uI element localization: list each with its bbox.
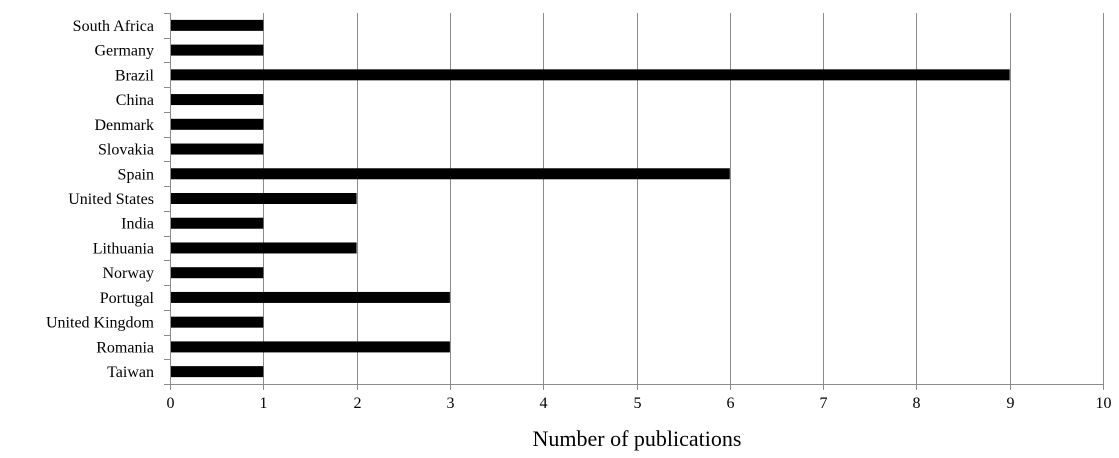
category-label-brazil: Brazil [115, 67, 155, 84]
bar-portugal [170, 291, 450, 303]
category-label-united-states: United States [68, 191, 154, 208]
x-tick-label-3: 3 [447, 395, 455, 412]
x-tick-label-5: 5 [634, 395, 642, 412]
x-tick-label-7: 7 [820, 395, 828, 412]
category-label-denmark: Denmark [94, 117, 154, 134]
bar-united-states [170, 193, 357, 204]
category-label-portugal: Portugal [100, 290, 155, 307]
category-labels: South Africa Germany Brazil China Denmark Slo… [46, 18, 155, 381]
bar-spain [170, 168, 730, 180]
x-tick-label-8: 8 [913, 395, 921, 412]
category-label-china: China [116, 92, 154, 109]
category-label-south-africa: South Africa [73, 18, 154, 35]
bar-denmark [170, 118, 264, 130]
x-tick-label-2: 2 [354, 395, 362, 412]
bar-china [170, 94, 264, 106]
x-tick-label-4: 4 [540, 395, 548, 412]
category-label-romania: Romania [96, 339, 154, 356]
bar-brazil [170, 69, 1010, 81]
x-tick-label-9: 9 [1007, 395, 1015, 412]
x-tick-label-6: 6 [727, 395, 735, 412]
bars [170, 19, 1010, 378]
category-label-norway: Norway [102, 265, 154, 282]
bar-india [170, 217, 264, 229]
x-tick-labels: 0 1 2 3 4 5 6 7 8 9 10 [167, 395, 1112, 412]
bar-lithuania [170, 242, 357, 254]
bar-norway [170, 267, 264, 279]
axes [164, 13, 1104, 390]
category-label-slovakia: Slovakia [98, 142, 154, 159]
category-label-lithuania: Lithuania [93, 240, 154, 257]
bar-romania [170, 341, 450, 353]
category-label-united-kingdom: United Kingdom [46, 315, 155, 332]
bar-slovakia [170, 143, 264, 155]
category-label-india: India [121, 216, 154, 233]
bar-south-africa [170, 19, 264, 31]
gridlines [263, 13, 1104, 384]
bar-united-kingdom [170, 316, 264, 328]
category-label-taiwan: Taiwan [107, 364, 154, 381]
category-label-spain: Spain [118, 166, 154, 183]
bar-germany [170, 44, 264, 56]
category-label-germany: Germany [94, 43, 154, 60]
x-axis-title: Number of publications [533, 426, 742, 451]
x-tick-label-1: 1 [260, 395, 268, 412]
bar-taiwan [170, 366, 264, 378]
x-tick-label-10: 10 [1096, 395, 1112, 412]
x-tick-label-0: 0 [167, 395, 175, 412]
